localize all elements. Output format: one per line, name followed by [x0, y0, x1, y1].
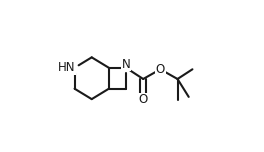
Text: O: O	[156, 63, 165, 76]
Text: N: N	[122, 58, 130, 71]
Text: HN: HN	[58, 61, 75, 74]
Text: O: O	[139, 93, 148, 106]
